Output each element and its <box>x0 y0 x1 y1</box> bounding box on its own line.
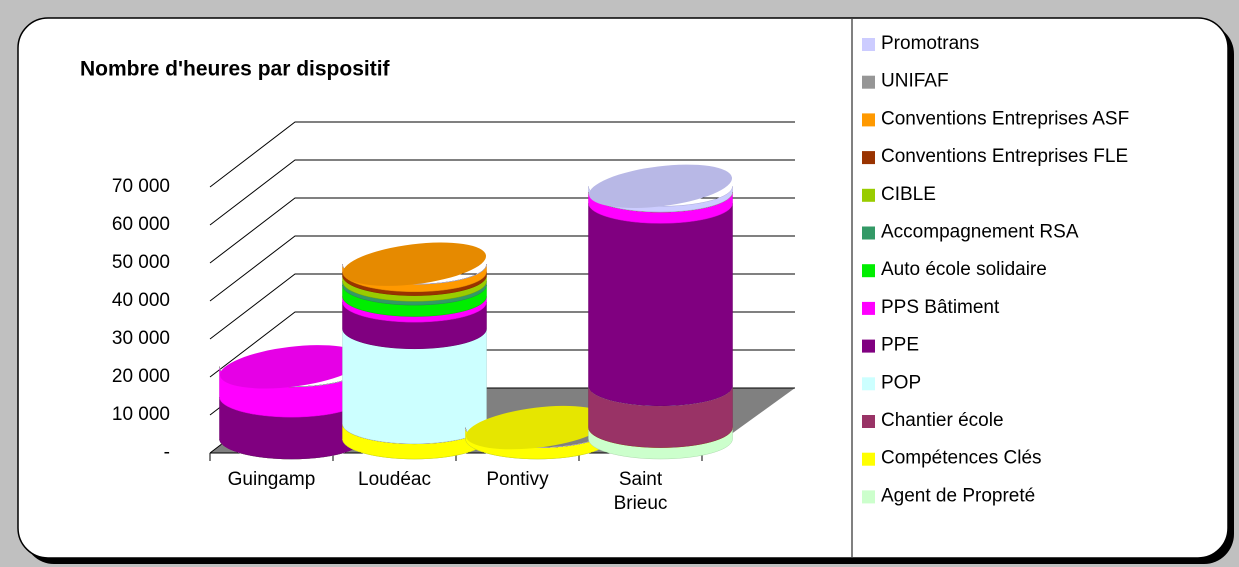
legend-swatch <box>862 113 875 127</box>
legend-label: Conventions Entreprises ASF <box>881 108 1129 129</box>
bar-top <box>465 405 610 450</box>
legend-label: UNIFAF <box>881 71 949 92</box>
grid-line <box>209 121 795 188</box>
y-tick-label: 30 000 <box>112 328 170 349</box>
x-tick-label: Guingamp <box>228 469 316 490</box>
legend-label: Compétences Clés <box>881 448 1042 469</box>
grid-line <box>209 159 795 226</box>
y-tick-label: 70 000 <box>112 176 170 197</box>
legend-label: CIBLE <box>881 184 936 205</box>
legend-label: PPS Bâtiment <box>881 297 1000 318</box>
legend-label: PPE <box>881 335 919 356</box>
legend-label: Accompagnement RSA <box>881 222 1079 243</box>
legend-swatch <box>862 415 875 428</box>
bar-top <box>588 164 733 209</box>
legend-label: Agent de Propreté <box>881 485 1035 506</box>
legend-label: Promotrans <box>881 33 979 54</box>
legend-swatch <box>862 377 875 391</box>
legend-label: POP <box>881 372 921 393</box>
y-tick-label: 10 000 <box>112 404 170 425</box>
legend-swatch <box>862 301 875 315</box>
legend-label: Conventions Entreprises FLE <box>881 146 1128 167</box>
x-tick-label: Loudéac <box>358 469 431 490</box>
legend-swatch <box>862 452 875 466</box>
legend-label: Chantier école <box>881 410 1004 431</box>
y-tick-label: 40 000 <box>112 290 170 311</box>
bar-top <box>219 345 364 389</box>
legend-swatch <box>862 151 875 165</box>
chart-title: Nombre d'heures par dispositif <box>80 58 391 81</box>
legend-swatch <box>862 188 875 202</box>
y-tick-label: - <box>164 442 170 463</box>
legend-swatch <box>862 490 875 504</box>
legend-swatch <box>862 339 875 353</box>
y-tick-label: 60 000 <box>112 214 170 235</box>
y-tick-label: 50 000 <box>112 252 170 273</box>
bar-top <box>342 242 487 286</box>
legend-swatch <box>862 38 875 51</box>
x-tick-label: Saint Brieuc <box>614 469 668 514</box>
legend-label: Auto école solidaire <box>881 259 1047 280</box>
legend-swatch <box>862 264 875 278</box>
bar-segment <box>588 203 733 407</box>
y-tick-label: 20 000 <box>112 366 170 387</box>
legend-swatch <box>862 226 875 240</box>
legend-swatch <box>862 75 875 89</box>
x-tick-label: Pontivy <box>486 469 549 490</box>
